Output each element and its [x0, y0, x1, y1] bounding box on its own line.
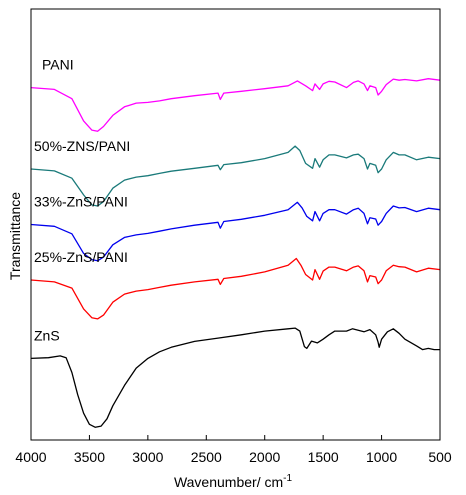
plot-frame [30, 8, 441, 441]
series-line-pani [30, 78, 441, 132]
x-tick-label: 4000 [15, 449, 46, 465]
x-tick-label: 2000 [249, 449, 280, 465]
series-labels-group: PANI 50%-ZNS/PANI 33%-ZnS/PANI 25%-ZnS/PANI… [34, 57, 130, 344]
y-axis-label: Transmittance [7, 192, 23, 280]
x-axis-label-superscript: -1 [283, 473, 292, 484]
x-tick-label: 3500 [74, 449, 105, 465]
x-tick-label: 3000 [132, 449, 163, 465]
x-axis-label-text: Wavenumber/ cm [174, 474, 283, 490]
x-tick-label: 2500 [191, 449, 222, 465]
x-tick-label: 1500 [308, 449, 339, 465]
series-label: 33%-ZnS/PANI [34, 194, 128, 210]
x-tick-label: 500 [428, 449, 452, 465]
series-line-25-zns-pani [30, 257, 441, 320]
x-axis-ticks: 4000 3500 3000 2500 2000 1500 1000 500 [15, 435, 452, 465]
x-axis-label: Wavenumber/ cm-1 [174, 473, 293, 490]
series-label: PANI [42, 57, 74, 73]
series-line-33-zns-pani [30, 201, 441, 262]
series-label: 50%-ZNS/PANI [34, 138, 130, 154]
x-tick-label: 1000 [366, 449, 397, 465]
plot-series-group [30, 78, 441, 428]
series-label: ZnS [34, 327, 60, 343]
series-line-zns [30, 327, 440, 428]
series-label: 25%-ZnS/PANI [34, 249, 128, 265]
series-line-50-zns-pani [30, 145, 441, 207]
